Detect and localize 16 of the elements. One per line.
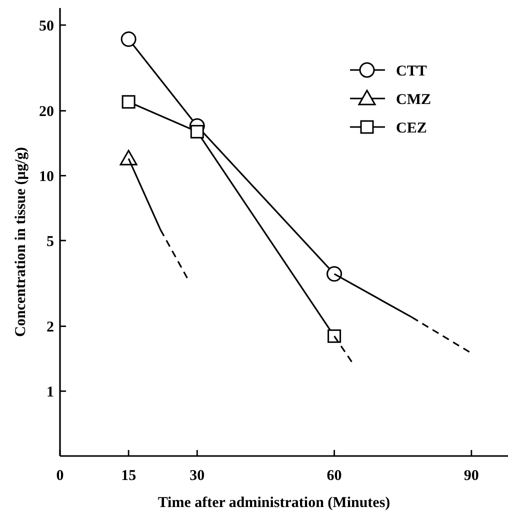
x-tick-label: 0 [56, 468, 64, 484]
x-tick-label: 30 [190, 468, 205, 484]
x-tick-label: 15 [121, 468, 136, 484]
legend-label: CTT [396, 63, 427, 80]
legend-label: CMZ [396, 92, 431, 108]
y-tick-label: 1 [46, 384, 54, 400]
x-tick-label: 60 [326, 468, 342, 484]
y-tick-label: 20 [39, 104, 54, 120]
y-tick-label: 10 [39, 168, 54, 185]
y-tick-label: 5 [46, 234, 54, 250]
y-tick-label: 50 [39, 18, 54, 34]
legend-label: CEZ [396, 120, 427, 136]
y-tick-label: 2 [46, 320, 54, 336]
x-axis-title: Time after administration (Minutes) [158, 495, 390, 511]
y-axis-title: Concentration in tissue (μg/g) [13, 147, 29, 337]
x-tick-label: 90 [464, 468, 479, 484]
